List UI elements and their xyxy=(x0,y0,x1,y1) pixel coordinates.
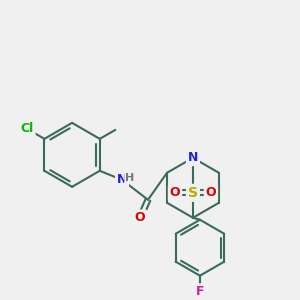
Text: O: O xyxy=(170,186,180,199)
Text: H: H xyxy=(125,173,135,183)
Text: N: N xyxy=(117,173,127,186)
Text: N: N xyxy=(188,151,198,164)
Text: Cl: Cl xyxy=(20,122,34,135)
Text: O: O xyxy=(135,211,145,224)
Text: F: F xyxy=(196,285,204,298)
Text: O: O xyxy=(206,186,216,199)
Text: S: S xyxy=(188,186,198,200)
